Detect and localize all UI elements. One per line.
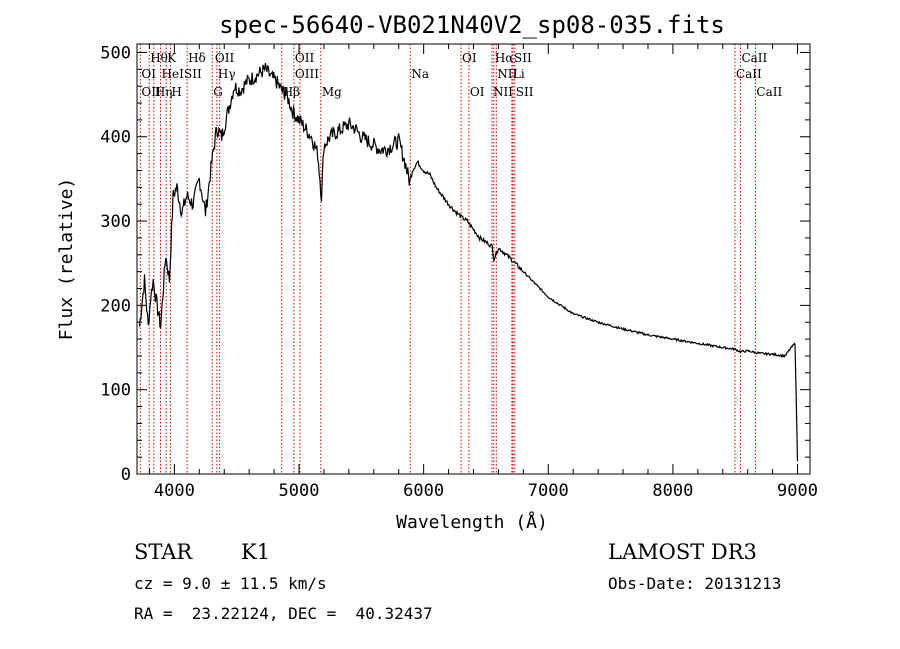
x-tick-label-8000: 8000 <box>652 481 693 501</box>
line-label-17: CaII <box>736 67 762 81</box>
spectrum-line <box>138 63 799 462</box>
line-label-5: OI <box>462 51 477 65</box>
line-label-25: NII <box>493 85 513 99</box>
x-axis-ticks: 4000 5000 6000 7000 8000 9000 <box>148 44 818 501</box>
object-class: STAR <box>134 540 193 564</box>
line-label-0: Hθ <box>150 51 168 65</box>
line-label-8: CaII <box>741 51 767 65</box>
line-label-18: OII <box>141 85 161 99</box>
line-label-1: K <box>167 51 177 65</box>
obs-date: Obs-Date: 20131213 <box>608 574 782 593</box>
y-tick-label-200: 200 <box>100 296 131 316</box>
redshift-text: cz = 9.0 ± 11.5 km/s <box>134 574 327 593</box>
chart-title: spec-56640-VB021N40V2_sp08-035.fits <box>219 11 725 39</box>
line-label-20: H <box>171 85 181 99</box>
survey-name: LAMOST DR3 <box>608 540 757 564</box>
x-tick-label-7000: 7000 <box>528 481 569 501</box>
y-tick-label-300: 300 <box>100 212 131 232</box>
x-tick-label-9000: 9000 <box>777 481 818 501</box>
line-label-24: OI <box>470 85 485 99</box>
x-axis-label: Wavelength (Å) <box>396 511 548 533</box>
line-label-19: Hη <box>155 85 173 99</box>
y-tick-label-100: 100 <box>100 381 131 401</box>
object-subclass: K1 <box>241 540 271 564</box>
x-tick-label-6000: 6000 <box>403 481 444 501</box>
line-label-21: G <box>213 85 223 99</box>
line-label-23: Mg <box>322 85 342 99</box>
line-label-27: CaII <box>756 85 782 99</box>
line-label-15: NII <box>497 67 517 81</box>
line-label-4: OII <box>295 51 315 65</box>
y-axis-label: Flux (relative) <box>56 178 77 341</box>
y-axis-ticks: 0 100 200 300 400 500 <box>100 43 810 485</box>
y-tick-label-500: 500 <box>100 43 131 63</box>
line-label-10: HeI <box>162 67 185 81</box>
y-tick-label-400: 400 <box>100 128 131 148</box>
coordinates: RA = 23.22124, DEC = 40.32437 <box>134 604 433 623</box>
line-label-9: OI <box>141 67 156 81</box>
line-label-16: Li <box>513 67 525 81</box>
line-label-11: SII <box>184 67 202 81</box>
x-tick-label-5000: 5000 <box>279 481 320 501</box>
line-label-26: SII <box>516 85 534 99</box>
line-label-2: Hδ <box>188 51 206 65</box>
y-tick-label-0: 0 <box>121 465 131 485</box>
line-label-13: OIII <box>295 67 319 81</box>
line-label-12: Hγ <box>218 67 236 81</box>
x-tick-label-4000: 4000 <box>154 481 195 501</box>
spectral-line-markers <box>139 44 756 474</box>
plot-frame <box>136 43 811 475</box>
line-label-6: Hα <box>495 51 514 65</box>
line-label-3: OII <box>215 51 235 65</box>
line-label-14: Na <box>411 67 429 81</box>
line-label-7: SII <box>514 51 532 65</box>
